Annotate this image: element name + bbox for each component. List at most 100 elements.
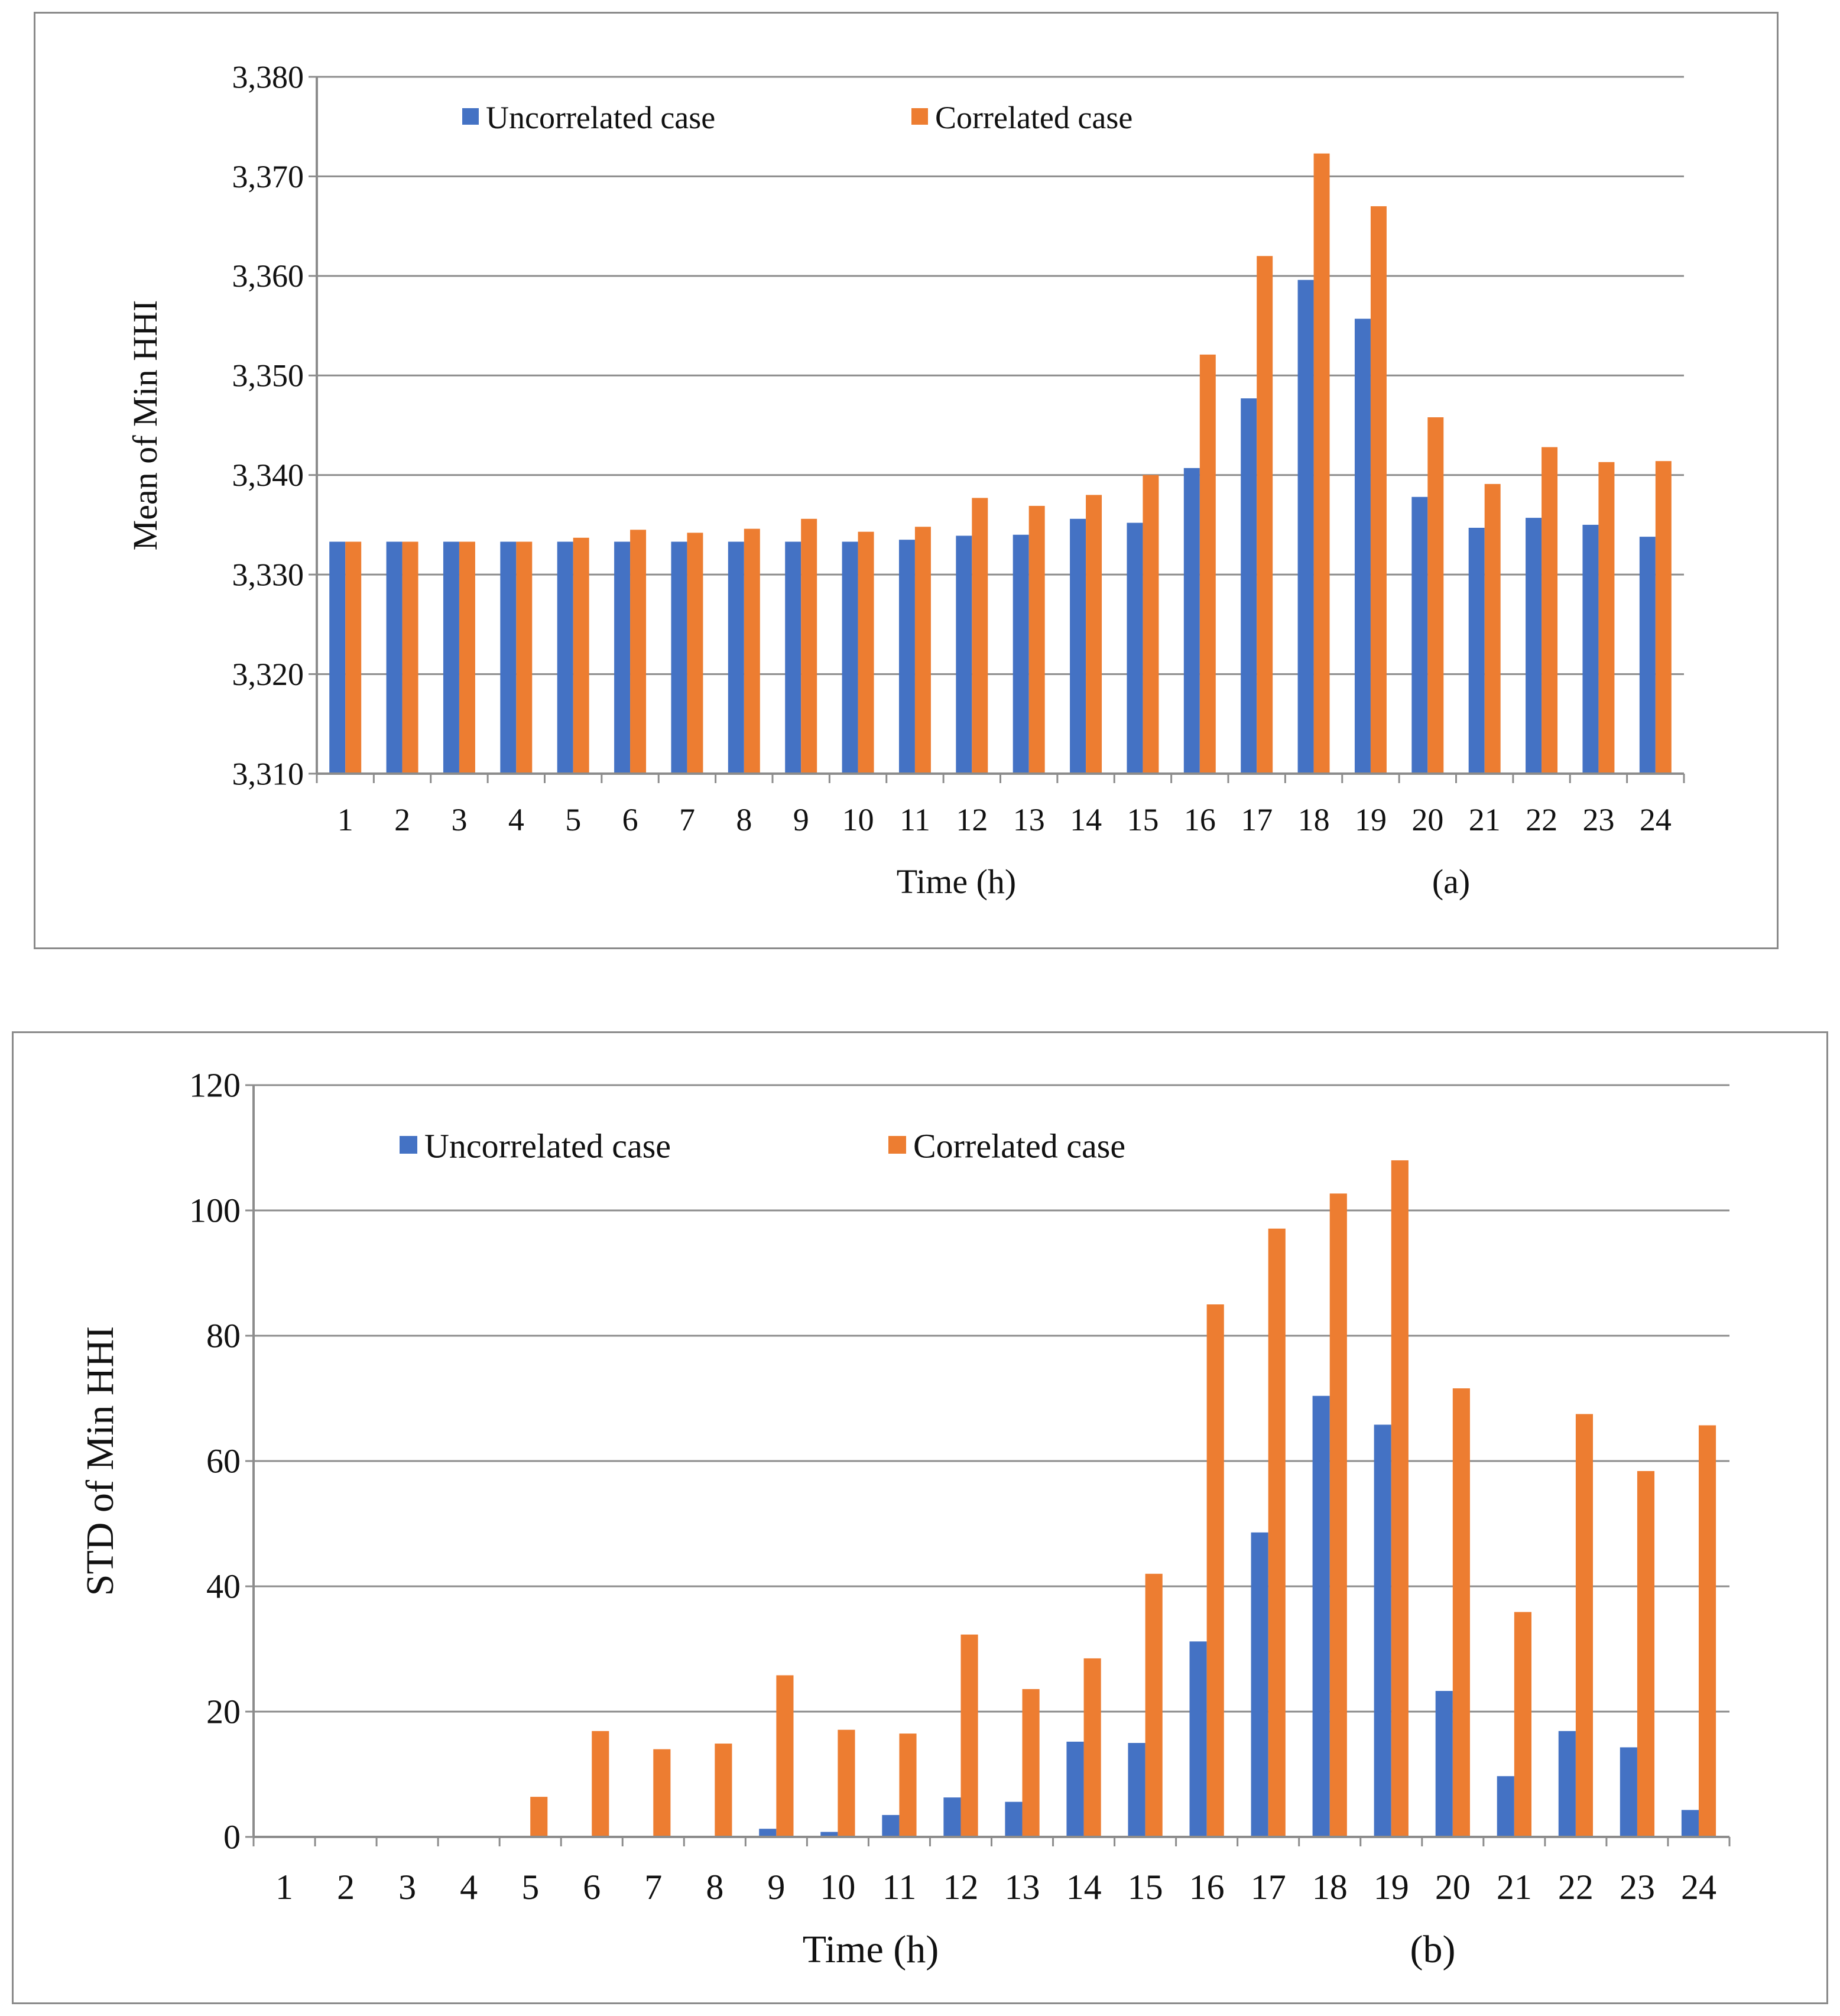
x-tick-label: 23 — [1620, 1868, 1655, 1907]
y-tick-labels: 0 20 40 60 80 100 120 — [189, 1066, 241, 1856]
x-tick-label: 24 — [1640, 802, 1672, 837]
bar-correlated — [1542, 447, 1558, 774]
bar-uncorrelated — [557, 541, 573, 774]
legend-label-uncorrelated: Uncorrelated case — [424, 1127, 671, 1165]
bar-uncorrelated — [1681, 1810, 1699, 1837]
bar-uncorrelated — [1127, 522, 1143, 774]
bar-uncorrelated — [1435, 1691, 1453, 1837]
x-tick-label: 6 — [583, 1868, 601, 1907]
x-tick-label: 6 — [622, 802, 638, 837]
bar-correlated — [1370, 206, 1387, 774]
x-tick-labels: 1 2 3 4 5 6 7 8 9 10 11 12 13 14 15 16 17 18 19 20 21 22 23 24 — [275, 1868, 1716, 1907]
x-tick-label: 13 — [1013, 802, 1045, 837]
bar-correlated — [1028, 505, 1045, 774]
legend-swatch-correlated — [911, 108, 928, 125]
grid-lines — [254, 1084, 1729, 1713]
x-tick-label: 3 — [451, 802, 467, 837]
bar-correlated — [1655, 461, 1672, 774]
bar-correlated — [1575, 1414, 1594, 1837]
bar-correlated — [801, 518, 817, 774]
bar-uncorrelated — [1354, 319, 1371, 774]
bar-uncorrelated — [898, 540, 915, 774]
bars — [530, 1160, 1716, 1837]
axes — [245, 1084, 1731, 1846]
y-tick-label: 0 — [223, 1818, 241, 1856]
x-tick-label: 1 — [338, 802, 353, 837]
x-axis-title: Time (h) — [803, 1928, 939, 1971]
x-tick-label: 10 — [820, 1868, 855, 1907]
x-tick-label: 21 — [1497, 1868, 1532, 1907]
bar-uncorrelated — [728, 541, 744, 774]
x-tick-label: 21 — [1469, 802, 1501, 837]
bar-uncorrelated — [329, 541, 346, 774]
bar-correlated — [459, 541, 475, 774]
y-tick-label: 3,370 — [232, 159, 304, 194]
bar-correlated — [1199, 354, 1216, 774]
bar-uncorrelated — [1189, 1641, 1207, 1837]
bar-uncorrelated — [443, 541, 459, 774]
x-tick-label: 1 — [275, 1868, 293, 1907]
legend-label-correlated: Correlated case — [913, 1127, 1125, 1165]
bar-uncorrelated — [1374, 1424, 1391, 1837]
bar-uncorrelated — [1526, 518, 1542, 774]
bar-uncorrelated — [1468, 527, 1485, 774]
x-axis-title: Time (h) — [897, 862, 1017, 901]
y-tick-label: 3,360 — [232, 258, 304, 294]
x-tick-label: 15 — [1127, 802, 1158, 837]
bar-correlated — [838, 1729, 855, 1837]
bar-correlated — [1086, 495, 1102, 774]
x-tick-label: 11 — [900, 802, 930, 837]
bar-correlated — [1329, 1193, 1347, 1837]
bar-uncorrelated — [956, 535, 972, 774]
bar-correlated — [1022, 1689, 1040, 1837]
x-tick-label: 8 — [736, 802, 752, 837]
bar-correlated — [1206, 1304, 1224, 1837]
bar-correlated — [960, 1634, 978, 1837]
bar-uncorrelated — [1620, 1747, 1637, 1837]
x-tick-label: 16 — [1184, 802, 1216, 837]
bar-correlated — [1598, 462, 1615, 774]
bar-correlated — [402, 541, 418, 774]
y-tick-label: 60 — [206, 1442, 241, 1481]
x-tick-label: 3 — [398, 1868, 416, 1907]
bar-correlated — [530, 1797, 548, 1837]
bar-uncorrelated — [614, 541, 631, 774]
bar-uncorrelated — [671, 541, 687, 774]
bar-correlated — [1484, 483, 1501, 774]
bar-correlated — [744, 528, 760, 774]
legend-swatch-uncorrelated — [400, 1136, 417, 1154]
bars — [329, 153, 1672, 774]
bar-correlated — [687, 533, 703, 774]
bar-correlated — [899, 1733, 917, 1837]
y-tick-labels: 3,310 3,320 3,330 3,340 3,350 3,360 3,370 3,380 — [232, 59, 304, 791]
x-tick-label: 2 — [394, 802, 410, 837]
bar-correlated — [972, 498, 988, 774]
x-tick-label: 10 — [842, 802, 874, 837]
panel-label: (a) — [1432, 862, 1470, 901]
y-tick-label: 3,350 — [232, 358, 304, 394]
x-tick-label: 18 — [1298, 802, 1330, 837]
x-tick-label: 18 — [1312, 1868, 1348, 1907]
x-tick-label: 15 — [1128, 1868, 1163, 1907]
bar-uncorrelated — [386, 541, 403, 774]
bar-correlated — [1268, 1228, 1286, 1837]
x-tick-label: 12 — [943, 1868, 978, 1907]
bar-uncorrelated — [1297, 280, 1314, 774]
x-tick-label: 14 — [1070, 802, 1102, 837]
bar-uncorrelated — [785, 541, 801, 774]
bar-correlated — [1083, 1658, 1101, 1837]
x-tick-label: 22 — [1558, 1868, 1594, 1907]
y-tick-label: 20 — [206, 1693, 241, 1731]
bar-uncorrelated — [1241, 398, 1257, 774]
bar-correlated — [1698, 1425, 1716, 1837]
x-tick-label: 2 — [337, 1868, 355, 1907]
bar-uncorrelated — [1251, 1532, 1268, 1837]
bar-correlated — [630, 530, 647, 774]
x-tick-label: 7 — [644, 1868, 662, 1907]
y-axis-title: STD of Min HHI — [79, 1326, 122, 1596]
bar-correlated — [345, 541, 362, 774]
y-tick-label: 3,380 — [232, 59, 304, 95]
y-tick-label: 80 — [206, 1317, 241, 1355]
x-tick-label: 4 — [508, 802, 524, 837]
